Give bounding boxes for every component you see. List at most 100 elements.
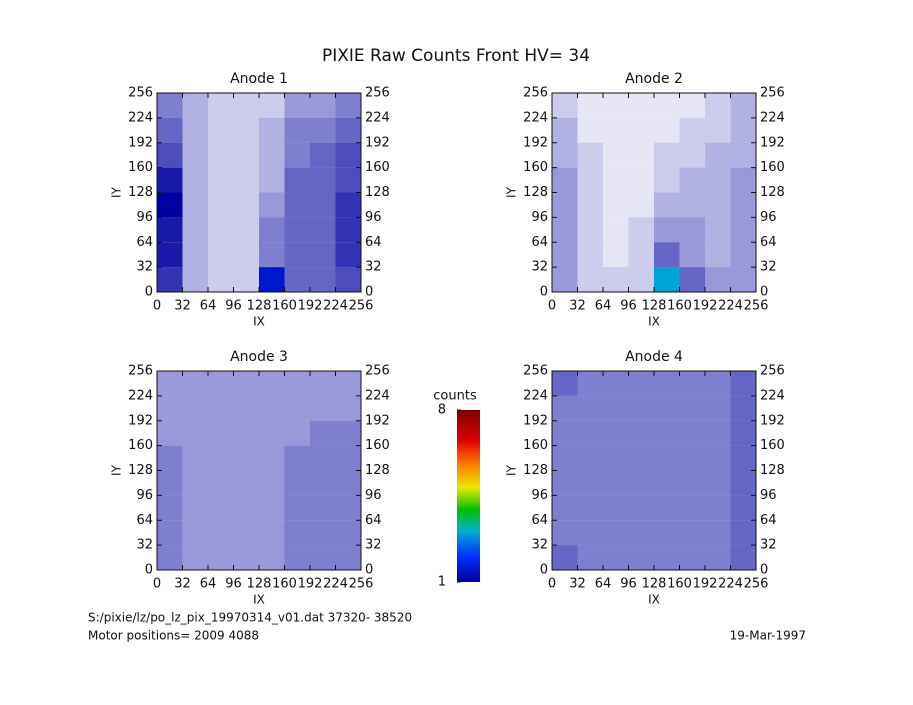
heat-cell (654, 470, 680, 496)
heat-cell (730, 445, 756, 471)
heat-cell (284, 495, 310, 521)
heat-cell (603, 242, 629, 268)
y2-tick-label: 224 (760, 110, 785, 125)
heat-cell (284, 142, 310, 168)
heat-cell (705, 217, 731, 243)
y-tick-label: 256 (523, 364, 548, 379)
heat-cell (310, 420, 336, 446)
x-tick-label: 128 (247, 577, 272, 592)
heat-cell (577, 445, 603, 471)
y-tick-label: 224 (128, 388, 153, 403)
heat-cell (233, 167, 259, 193)
heat-cell (654, 142, 680, 168)
heat-cell (654, 395, 680, 421)
y2-tick-label: 224 (760, 388, 785, 403)
heat-cell (577, 242, 603, 268)
heat-cell (157, 167, 183, 193)
heat-cell (310, 267, 336, 292)
heat-cell (284, 545, 310, 570)
heat-cell (577, 520, 603, 546)
colorbar-tick-label: 8 (438, 403, 446, 418)
y2-tick-label: 64 (760, 235, 777, 250)
heat-cell (628, 192, 654, 218)
y2-tick-label: 32 (365, 538, 382, 553)
heat-cell (335, 470, 361, 496)
heat-cell (157, 267, 183, 292)
heat-cell (157, 420, 183, 446)
y-tick-label: 96 (531, 488, 548, 503)
x-tick-label: 64 (200, 577, 217, 592)
y-axis-label: IY (110, 464, 124, 476)
heat-cell (577, 167, 603, 193)
x-tick-label: 32 (174, 299, 191, 314)
x-tick-label: 32 (174, 577, 191, 592)
heat-cell (730, 167, 756, 193)
heat-cell (259, 420, 285, 446)
y-tick-label: 128 (128, 463, 153, 478)
heat-cell (654, 192, 680, 218)
heat-cell (654, 545, 680, 570)
heat-cell (259, 267, 285, 292)
heat-cell (208, 371, 234, 396)
heat-cell (603, 142, 629, 168)
y-tick-label: 96 (136, 210, 153, 225)
heat-cell (259, 117, 285, 143)
heat-cell (552, 470, 578, 496)
heat-cell (552, 192, 578, 218)
heat-cell (603, 167, 629, 193)
heat-cell (157, 520, 183, 546)
heat-cell (157, 192, 183, 218)
heat-cell (654, 217, 680, 243)
y2-tick-label: 64 (365, 513, 382, 528)
heat-cell (284, 167, 310, 193)
heat-cell (628, 242, 654, 268)
heat-cell (284, 192, 310, 218)
y2-tick-label: 64 (365, 235, 382, 250)
heat-cell (628, 217, 654, 243)
x-tick-label: 96 (620, 299, 637, 314)
y-tick-label: 128 (128, 185, 153, 200)
x-tick-label: 224 (323, 299, 348, 314)
heat-cell (233, 142, 259, 168)
y-tick-label: 32 (136, 260, 153, 275)
heat-cell (182, 267, 208, 292)
heat-cell (705, 445, 731, 471)
heat-cell (705, 470, 731, 496)
heat-cell (208, 470, 234, 496)
colorbar-tick-label: 1 (438, 575, 446, 590)
heat-cell (284, 217, 310, 243)
heat-cell (654, 242, 680, 268)
heat-cell (233, 192, 259, 218)
heat-cell (577, 117, 603, 143)
heat-cell (259, 495, 285, 521)
x-tick-label: 192 (298, 299, 323, 314)
x-axis-label: IX (253, 593, 265, 607)
heat-cell (654, 117, 680, 143)
y-tick-label: 64 (136, 235, 153, 250)
heat-cell (208, 520, 234, 546)
x-axis-label: IX (253, 315, 265, 329)
heat-cell (679, 117, 705, 143)
heat-cell (679, 420, 705, 446)
y-tick-label: 256 (128, 364, 153, 379)
heat-cell (730, 520, 756, 546)
y-tick-label: 256 (128, 86, 153, 101)
heat-cell (705, 117, 731, 143)
heat-cell (208, 167, 234, 193)
heat-cell (679, 217, 705, 243)
heat-cell (157, 495, 183, 521)
heat-cell (552, 371, 578, 396)
x-tick-label: 224 (718, 577, 743, 592)
heat-cell (208, 445, 234, 471)
y2-tick-label: 224 (365, 110, 390, 125)
heat-cell (208, 142, 234, 168)
y2-tick-label: 96 (365, 210, 382, 225)
y-tick-label: 160 (523, 438, 548, 453)
y-tick-label: 160 (523, 160, 548, 175)
x-tick-label: 64 (200, 299, 217, 314)
heat-cell (705, 167, 731, 193)
y-tick-label: 224 (128, 110, 153, 125)
heat-cell (552, 520, 578, 546)
heat-cell (284, 395, 310, 421)
y2-tick-label: 160 (365, 438, 390, 453)
